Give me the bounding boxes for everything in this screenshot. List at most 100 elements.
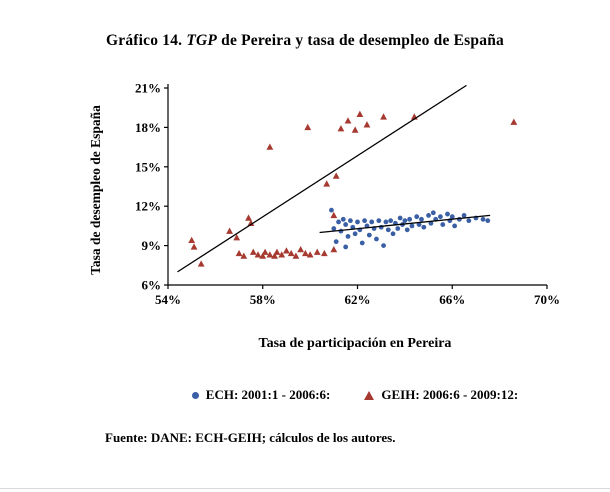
ech-point xyxy=(385,227,391,233)
ech-point xyxy=(430,210,436,216)
ech-point xyxy=(449,214,455,220)
geih-point xyxy=(337,125,345,132)
ech-point xyxy=(397,215,403,221)
ech-point xyxy=(383,219,389,225)
geih-point xyxy=(297,245,305,253)
geih-point xyxy=(313,248,321,255)
geih-point xyxy=(261,248,269,255)
ech-point xyxy=(419,216,424,222)
geih-triangle-marker-icon xyxy=(364,390,375,400)
geih-point xyxy=(271,252,278,259)
y-tick-label: 18% xyxy=(135,120,161,135)
geih-point xyxy=(510,118,518,125)
geih-point xyxy=(356,110,364,117)
ech-point xyxy=(376,218,382,224)
geih-point xyxy=(304,123,312,131)
geih-point xyxy=(266,251,274,258)
ech-point xyxy=(333,239,339,245)
y-axis-label: Tasa de desempleo de España xyxy=(88,105,103,275)
ech-point xyxy=(440,222,446,227)
ech-point xyxy=(366,232,372,238)
scatter-plot: 6% 9% 12% 15% 18% 21% 54% 58% 62% 66% 70% xyxy=(135,81,560,308)
ech-point xyxy=(345,234,351,239)
x-tick-label: 62% xyxy=(345,292,371,307)
ech-point xyxy=(343,244,349,250)
chart-title-suffix: de Pereira y tasa de desempleo de España xyxy=(217,32,504,49)
ech-point xyxy=(347,218,353,224)
ech-point xyxy=(485,218,491,224)
x-tick-label: 70% xyxy=(534,292,560,307)
ech-point xyxy=(329,207,334,213)
trend-line-geih xyxy=(177,84,467,273)
ech-point xyxy=(390,231,396,237)
geih-point xyxy=(247,219,255,226)
ech-point xyxy=(414,214,420,220)
geih-point xyxy=(235,249,243,257)
chart-title-italic: TGP xyxy=(186,32,218,49)
geih-point xyxy=(259,252,267,259)
bottom-divider xyxy=(0,488,610,489)
y-tick-label: 15% xyxy=(135,159,161,174)
geih-point xyxy=(330,211,338,219)
ech-point xyxy=(404,227,410,233)
ech-point xyxy=(426,212,431,218)
ech-point xyxy=(340,216,346,222)
y-tick-label: 6% xyxy=(142,278,162,293)
geih-point xyxy=(301,249,309,257)
chart-title: Gráfico 14. TGP de Pereira y tasa de des… xyxy=(0,32,610,50)
ech-point xyxy=(352,231,358,237)
ech-point xyxy=(452,223,458,229)
geih-point xyxy=(283,247,290,254)
x-axis-label: Tasa de participación en Pereira xyxy=(258,336,452,351)
geih-point xyxy=(278,251,286,258)
x-tick-label: 66% xyxy=(439,292,465,307)
geih-point xyxy=(363,121,371,128)
ech-point xyxy=(461,212,467,218)
legend-item-ech: ECH: 2001:1 - 2006:6: xyxy=(191,387,331,403)
ech-point xyxy=(355,219,360,225)
ech-point xyxy=(402,218,408,224)
geih-point xyxy=(188,236,196,244)
geih-point xyxy=(351,126,359,133)
source-note: Fuente: DANE: ECH-GEIH; cálculos de los … xyxy=(105,430,396,445)
geih-point xyxy=(249,248,257,255)
ech-point xyxy=(381,243,386,249)
ech-point xyxy=(369,219,375,225)
chart-title-prefix: Gráfico 14. xyxy=(106,32,187,49)
geih-point xyxy=(323,180,331,187)
geih-point xyxy=(233,234,241,241)
geih-point xyxy=(226,227,233,234)
ech-point xyxy=(438,214,443,220)
ech-point xyxy=(374,236,379,242)
geih-point xyxy=(266,143,274,150)
geih-point xyxy=(245,214,252,221)
legend-label-geih: GEIH: 2006:6 - 2009:12: xyxy=(381,387,519,402)
geih-point xyxy=(273,248,281,255)
legend: ECH: 2001:1 - 2006:6: GEIH: 2006:6 - 200… xyxy=(120,387,590,403)
ech-point xyxy=(456,216,462,222)
ech-point xyxy=(343,222,349,227)
ech-circle-marker-icon xyxy=(191,391,199,399)
ech-point xyxy=(362,218,368,224)
x-tick-label: 58% xyxy=(250,292,276,307)
geih-point xyxy=(320,249,328,257)
geih-point xyxy=(190,243,198,250)
ech-point xyxy=(331,226,337,231)
legend-label-ech: ECH: 2001:1 - 2006:6: xyxy=(205,387,331,402)
ech-point xyxy=(388,218,394,224)
ech-point xyxy=(395,226,401,231)
ech-point xyxy=(466,218,472,224)
ech-point xyxy=(409,223,415,229)
y-tick-label: 12% xyxy=(135,199,161,214)
ech-point xyxy=(407,216,413,222)
geih-point xyxy=(287,249,295,257)
geih-point xyxy=(330,245,338,253)
ech-point xyxy=(416,222,422,227)
geih-point xyxy=(380,113,387,120)
geih-point xyxy=(332,172,340,179)
geih-point xyxy=(254,251,262,258)
y-tick-label: 9% xyxy=(142,238,162,253)
ech-point xyxy=(445,211,450,217)
trend-line-ech xyxy=(319,214,491,234)
